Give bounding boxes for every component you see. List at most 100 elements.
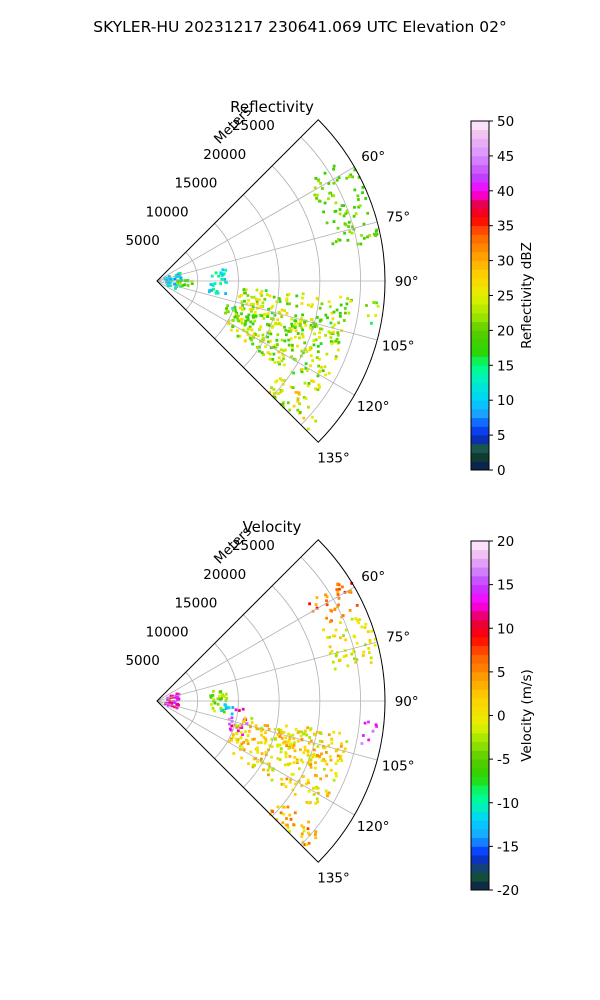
colorbar-segment <box>471 330 489 340</box>
radar-gate <box>214 271 218 275</box>
radar-gate <box>263 313 266 316</box>
radar-gate <box>294 319 298 323</box>
radar-gate <box>280 777 283 781</box>
radar-gate <box>233 305 237 309</box>
radar-gate <box>308 602 311 606</box>
radar-gate <box>248 327 252 331</box>
radar-gate <box>300 349 304 353</box>
radar-gate <box>273 313 277 317</box>
radar-gate <box>235 724 239 728</box>
radar-gate <box>243 299 246 303</box>
colorbar-segment <box>471 173 489 183</box>
radar-gate <box>328 305 332 309</box>
radar-gate <box>327 182 331 185</box>
radar-gate <box>175 693 179 696</box>
radar-gate <box>232 733 235 736</box>
radar-gate <box>216 291 220 295</box>
colorbar-segment <box>471 243 489 253</box>
colorbar-segment <box>471 619 489 629</box>
radar-gate <box>344 654 348 657</box>
radar-gate <box>331 317 335 321</box>
radar-gate <box>372 232 376 236</box>
radial-tick-label: 15000 <box>174 176 217 192</box>
radar-gate <box>279 323 283 327</box>
radial-tick-label: 25000 <box>232 538 275 554</box>
colorbar-segment <box>471 689 489 699</box>
radar-gate <box>222 710 226 714</box>
radar-gate <box>274 322 277 326</box>
radar-gate <box>214 291 218 295</box>
radar-gate <box>335 337 339 341</box>
angular-gridline <box>156 641 378 702</box>
radar-gate <box>353 657 356 661</box>
colorbar-segment <box>471 584 489 594</box>
radar-gate <box>296 408 300 412</box>
radar-gate <box>238 724 242 728</box>
radar-gate <box>280 338 284 342</box>
radar-gate <box>165 282 169 286</box>
radar-gate <box>170 701 174 705</box>
radar-gate <box>338 311 342 315</box>
colorbar-segment <box>471 828 489 839</box>
radar-gate <box>225 309 229 313</box>
radar-gate <box>247 729 251 733</box>
radar-gate <box>333 210 337 213</box>
radar-gate <box>254 333 257 336</box>
radar-gate <box>253 764 256 767</box>
radar-gate <box>315 596 319 599</box>
radar-gate <box>230 328 233 332</box>
radar-gate <box>273 737 277 741</box>
colorbar-segment <box>471 182 489 192</box>
radar-gate <box>318 327 322 331</box>
radar-gate <box>330 311 334 315</box>
radar-gate <box>213 282 217 285</box>
radar-gate <box>247 762 250 766</box>
radar-gate <box>319 732 323 735</box>
radar-gate <box>298 402 301 406</box>
radar-gate <box>311 755 315 759</box>
radar-gate <box>311 415 314 419</box>
radar-gate <box>327 733 331 737</box>
radar-gate <box>313 766 317 770</box>
colorbar-label: Reflectivity dBZ <box>519 242 535 349</box>
radar-gates <box>163 164 380 431</box>
radar-gate <box>301 313 304 317</box>
radar-gate <box>281 821 285 825</box>
radar-gate <box>211 706 215 710</box>
radar-gate <box>306 778 310 782</box>
radial-tick-label: 20000 <box>203 147 246 163</box>
radar-gate <box>304 367 308 370</box>
radar-gate <box>301 760 305 764</box>
colorbar-segment <box>471 216 489 227</box>
colorbar-segment <box>471 417 489 427</box>
radar-gate <box>313 325 317 328</box>
colorbar-segment <box>471 776 489 786</box>
radar-gate <box>213 701 217 705</box>
radar-gate <box>282 731 286 734</box>
radar-gate <box>314 836 318 840</box>
colorbar-tick-label: 5 <box>497 665 506 681</box>
radar-gate <box>291 345 294 349</box>
radar-gate <box>333 323 337 327</box>
radar-gate <box>256 345 259 349</box>
radar-gate <box>344 638 348 642</box>
radar-gate <box>335 308 339 312</box>
radar-gate <box>332 330 335 334</box>
radar-gate <box>259 325 263 328</box>
radar-gate <box>240 312 243 316</box>
radar-gate <box>301 840 305 844</box>
colorbar-segment <box>471 347 489 357</box>
radar-gate <box>325 352 329 356</box>
radar-gate <box>278 730 281 734</box>
velocity-panel: Velocity 500010000150002000025000Meters6… <box>125 518 535 899</box>
radar-gate <box>361 654 365 657</box>
radar-gate <box>313 193 317 197</box>
radar-gate <box>249 725 252 729</box>
radar-gate <box>252 757 256 761</box>
radar-gate <box>375 232 379 236</box>
radar-gate <box>256 748 259 752</box>
radar-gate <box>364 622 368 626</box>
radar-gate <box>354 617 358 620</box>
radar-gate <box>288 780 292 784</box>
radar-gate <box>172 705 176 709</box>
